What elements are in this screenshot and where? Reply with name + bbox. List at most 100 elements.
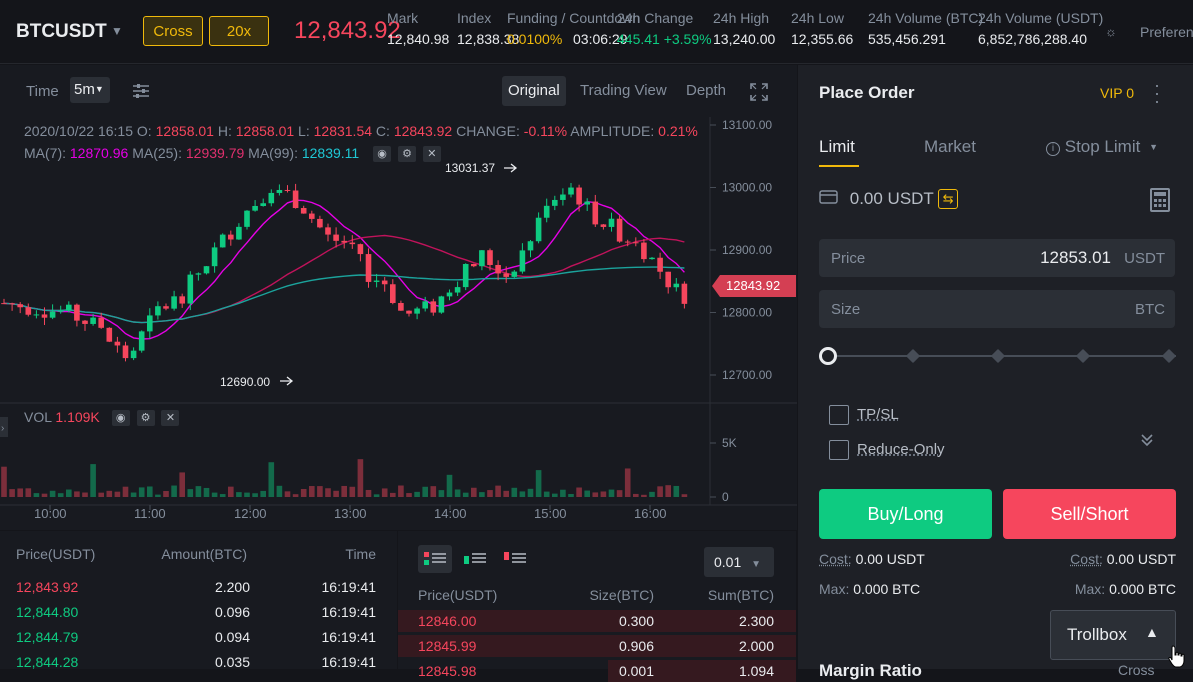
candle-body	[155, 306, 161, 316]
volume-bar	[673, 485, 680, 497]
stat-value: 13,240.00	[713, 31, 776, 47]
trade-price: 12,843.92	[16, 579, 79, 595]
active-tab-indicator	[819, 165, 859, 167]
stat-index: Index 12,838.38	[457, 10, 519, 47]
stat-value: 12,838.38	[457, 31, 520, 47]
candlestick-chart[interactable]: 13100.00 13000.00 12900.00 12800.00 12700.00…	[0, 65, 797, 530]
eye-icon[interactable]: ◉	[373, 146, 392, 163]
eye-icon[interactable]: ◉	[111, 410, 130, 427]
view-original-tab[interactable]: Original	[502, 76, 566, 106]
volume-bar	[74, 491, 80, 497]
volume-bar	[57, 493, 64, 497]
reduce-only-checkbox[interactable]	[829, 440, 849, 460]
low-marker-arrow-icon	[280, 376, 294, 386]
ask-size: 0.906	[618, 638, 654, 654]
sun-icon[interactable]: ☼	[1105, 24, 1117, 39]
gear-icon[interactable]: ⚙	[136, 410, 155, 427]
chevron-down-icon: ▼	[94, 84, 104, 94]
sell-short-button[interactable]: Sell/Short	[1003, 489, 1176, 539]
book-both-view-icon[interactable]	[418, 545, 452, 573]
trade-price: 12,844.28	[16, 654, 79, 670]
calculator-icon[interactable]	[1150, 188, 1170, 212]
trollbox-button[interactable]: Trollbox ▲	[1050, 610, 1176, 660]
tab-stop-limit-label: Stop Limit	[1064, 137, 1141, 156]
symbol-dropdown-icon[interactable]: ▼	[111, 24, 123, 38]
book-sell-view-icon[interactable]	[498, 545, 532, 573]
reduce-only-label[interactable]: Reduce-Only	[857, 441, 945, 458]
leverage-button[interactable]: 20x	[209, 16, 269, 46]
header-amount: Amount(BTC)	[161, 546, 247, 562]
ohlc-high-label: H:	[217, 123, 232, 139]
view-depth-tab[interactable]: Depth	[686, 82, 727, 99]
volume-bar	[430, 486, 437, 497]
slider-thumb[interactable]	[819, 347, 837, 365]
candle-body	[325, 227, 331, 235]
close-icon[interactable]: ✕	[422, 146, 441, 163]
ask-size: 0.300	[618, 613, 654, 629]
ticker-header: BTCUSDT ▼ Cross 20x 12,843.92 Mark 12,84…	[0, 0, 1193, 64]
ma7-value: 12870.96	[69, 145, 129, 161]
candle-body	[495, 264, 501, 274]
close-icon[interactable]: ✕	[161, 410, 180, 427]
preferences-link[interactable]: Preferences	[1140, 24, 1193, 40]
more-options-icon[interactable]: · · ·	[1154, 75, 1160, 111]
slider-step-100[interactable]	[1161, 348, 1177, 364]
slider-step-75[interactable]	[1075, 348, 1091, 364]
interval-select[interactable]: 5m▼	[70, 77, 110, 103]
ohlc-date: 2020/10/22 16:15	[24, 123, 133, 139]
indicator-settings-icon[interactable]	[132, 83, 150, 99]
size-field-label: Size	[831, 301, 861, 318]
margin-mode-button[interactable]: Cross	[143, 16, 203, 46]
candle-body	[219, 234, 226, 248]
candle-body	[268, 192, 275, 204]
book-buy-view-icon[interactable]	[458, 545, 492, 573]
buy-long-button[interactable]: Buy/Long	[819, 489, 992, 539]
stat-label: 24h Change	[617, 10, 694, 26]
ma25-value: 12939.79	[185, 145, 245, 161]
price-field[interactable]: Price 12853.01 USDT	[819, 239, 1175, 277]
volume-tick-label: 5K	[722, 436, 737, 450]
symbol-name[interactable]: BTCUSDT	[16, 21, 107, 42]
high-marker-arrow-icon	[504, 163, 518, 173]
slider-step-25[interactable]	[905, 348, 921, 364]
collapse-handle[interactable]	[0, 417, 8, 437]
volume-bar	[276, 485, 283, 497]
time-label: Time	[26, 83, 59, 100]
volume-bar	[333, 490, 339, 497]
candle-body	[576, 187, 582, 205]
tpsl-label[interactable]: TP/SL	[857, 406, 899, 423]
wallet-icon	[819, 190, 838, 204]
volume-bar	[608, 489, 615, 497]
transfer-icon[interactable]: ⇆	[938, 189, 959, 209]
stat-high: 24h High 13,240.00	[713, 10, 775, 47]
candle-body	[49, 311, 56, 318]
stat-mark: Mark 12,840.98	[387, 10, 449, 47]
candle-body	[90, 317, 96, 324]
volume-bar	[1, 466, 7, 497]
size-field[interactable]: Size BTC	[819, 290, 1175, 328]
place-order-panel: Place Order VIP 0 · · · Limit Market i Sto…	[798, 65, 1193, 680]
vip-level[interactable]: VIP 0	[1100, 85, 1134, 101]
max-label: Max:	[1074, 581, 1106, 597]
slider-step-50[interactable]	[990, 348, 1006, 364]
trade-amount: 0.096	[214, 604, 250, 620]
high-marker: 13031.37	[445, 161, 495, 175]
view-tradingview-tab[interactable]: Trading View	[580, 82, 667, 99]
ma25-label: MA(25):	[132, 145, 182, 161]
precision-select[interactable]: 0.01 ▼	[704, 547, 774, 577]
low-marker: 12690.00	[220, 375, 270, 389]
volume-bar	[657, 486, 663, 497]
volume-bar	[130, 492, 137, 497]
tab-market[interactable]: Market	[924, 137, 976, 156]
tab-limit[interactable]: Limit	[819, 137, 855, 156]
tab-stop-limit[interactable]: i Stop Limit ▼	[1046, 137, 1158, 157]
stat-label[interactable]: Funding / Countdown	[507, 10, 641, 26]
fullscreen-icon[interactable]	[750, 83, 768, 101]
tpsl-checkbox[interactable]	[829, 405, 849, 425]
gear-icon[interactable]: ⚙	[398, 146, 416, 163]
price-input[interactable]: 12853.01	[1040, 248, 1111, 267]
time-tick-label: 14:00	[434, 506, 467, 521]
ohlc-low-label: L:	[298, 123, 310, 139]
ohlc-high: 12858.01	[235, 123, 295, 139]
double-chevron-down-icon[interactable]	[1141, 433, 1153, 452]
